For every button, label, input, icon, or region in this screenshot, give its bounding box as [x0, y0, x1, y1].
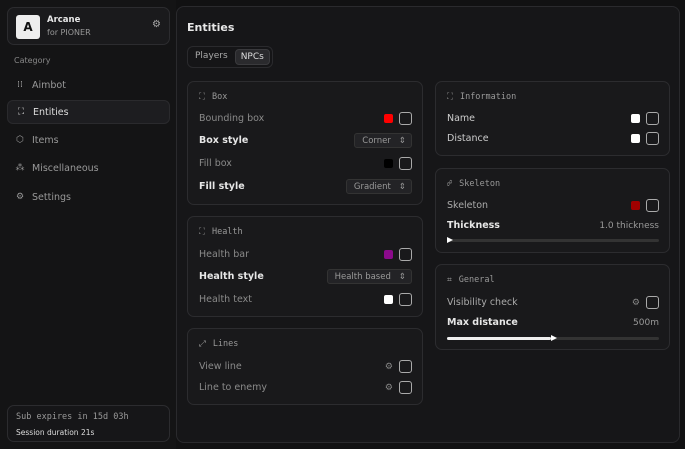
color-swatch[interactable]: [631, 134, 640, 143]
slider-thumb[interactable]: [550, 335, 557, 341]
color-swatch[interactable]: [631, 114, 640, 123]
line-icon: ⤢: [199, 339, 206, 349]
skeleton-card: ☍ Skeleton Skeleton Thickness 1.0 thicknes…: [435, 168, 670, 253]
card-title: Box: [211, 92, 228, 102]
box-card: ⛶ Box Bounding box Box style Corner ⇕ Fill …: [187, 81, 423, 205]
box-style-select[interactable]: Corner ⇕: [354, 133, 412, 148]
distance-label: Distance: [447, 133, 489, 144]
crosshair-icon: ⁞⁞: [17, 80, 23, 90]
name-label: Name: [447, 113, 476, 124]
nav-label: Settings: [32, 191, 71, 203]
tab-npcs[interactable]: NPCs: [234, 49, 270, 65]
color-swatch[interactable]: [384, 114, 393, 123]
line-to-enemy-checkbox[interactable]: [399, 381, 412, 394]
health-text-checkbox[interactable]: [399, 293, 412, 306]
tab-players[interactable]: Players: [195, 51, 228, 61]
card-title: Skeleton: [459, 179, 501, 189]
gear-icon: ⚙: [15, 192, 25, 202]
gear-icon[interactable]: ⚙: [384, 361, 393, 372]
nav-label: Miscellaneous: [32, 162, 99, 174]
bounding-box-label: Bounding box: [199, 113, 265, 124]
grid-icon: ⁂: [15, 163, 25, 173]
card-title: Health: [211, 227, 243, 237]
health-style-select[interactable]: Health based ⇕: [326, 269, 412, 284]
nav-label: Items: [32, 134, 59, 146]
health-card: ⛶ Health Health bar Health style Health ba…: [187, 216, 423, 317]
general-card: ⌗ General Visibility check ⚙ Max distance 5…: [435, 264, 670, 350]
health-bar-checkbox[interactable]: [399, 248, 412, 261]
health-style-label: Health style: [199, 271, 264, 282]
sidebar-item-items[interactable]: ⬡ Items: [7, 128, 170, 152]
session-duration: Session duration 21s: [16, 428, 95, 437]
page-title: Entities: [187, 21, 235, 34]
health-text-label: Health text: [199, 294, 252, 305]
line-to-enemy-label: Line to enemy: [199, 382, 267, 393]
box-style-label: Box style: [199, 135, 249, 146]
skeleton-icon: ☍: [447, 179, 453, 189]
box-icon: ⬡: [16, 135, 24, 145]
nav-label: Aimbot: [32, 79, 66, 91]
fill-box-checkbox[interactable]: [399, 157, 412, 170]
color-swatch[interactable]: [384, 159, 393, 168]
slider-thumb[interactable]: [447, 237, 453, 243]
lines-card: ⤢ Lines View line ⚙ Line to enemy ⚙: [187, 328, 423, 405]
fill-style-label: Fill style: [199, 181, 245, 192]
thickness-value: 1.0 thickness: [599, 220, 659, 231]
card-title: Lines: [212, 339, 239, 349]
select-value: Corner: [362, 135, 391, 146]
fill-style-select[interactable]: Gradient ⇕: [345, 179, 412, 194]
color-swatch[interactable]: [384, 250, 393, 259]
sidebar-item-miscellaneous[interactable]: ⁂ Miscellaneous: [7, 156, 170, 180]
chip-icon: ⌗: [447, 275, 452, 285]
select-value: Gradient: [353, 181, 391, 192]
info-icon: ⛶: [447, 92, 453, 102]
view-line-label: View line: [199, 361, 242, 372]
skeleton-checkbox[interactable]: [646, 199, 659, 212]
tabs: Players NPCs: [187, 46, 273, 68]
nav-label: Entities: [33, 106, 69, 118]
bounding-box-checkbox[interactable]: [399, 112, 412, 125]
color-swatch[interactable]: [384, 295, 393, 304]
max-distance-label: Max distance: [447, 317, 518, 328]
fill-box-label: Fill box: [199, 158, 232, 169]
box-icon: ⛶: [199, 92, 205, 102]
gear-icon[interactable]: ⚙: [384, 382, 393, 393]
sub-expiry: Sub expires in 15d 03h: [16, 412, 129, 422]
subscription-card: Sub expires in 15d 03h Session duration …: [7, 405, 170, 442]
thickness-label: Thickness: [447, 220, 500, 231]
app-header: A Arcane for PIONER ⚙: [7, 7, 170, 45]
health-icon: ⛶: [199, 227, 205, 237]
select-value: Health based: [334, 271, 391, 282]
thickness-slider[interactable]: [447, 237, 659, 243]
sidebar-item-aimbot[interactable]: ⁞⁞ Aimbot: [7, 73, 170, 97]
max-distance-slider[interactable]: [447, 335, 659, 341]
app-subtitle: for PIONER: [47, 28, 91, 37]
chevron-updown-icon: ⇕: [398, 135, 406, 146]
app-logo: A: [16, 15, 40, 39]
skeleton-label: Skeleton: [447, 200, 489, 211]
visibility-check-label: Visibility check: [447, 297, 518, 308]
card-title: General: [458, 275, 495, 285]
gear-icon[interactable]: ⚙: [631, 297, 640, 308]
app-settings-icon[interactable]: ⚙: [152, 19, 161, 30]
view-line-checkbox[interactable]: [399, 360, 412, 373]
category-label: Category: [14, 56, 51, 65]
chevron-updown-icon: ⇕: [398, 271, 406, 282]
information-card: ⛶ Information Name Distance: [435, 81, 670, 156]
sidebar-item-settings[interactable]: ⚙ Settings: [7, 185, 170, 209]
max-distance-value: 500m: [633, 317, 659, 328]
sidebar-item-entities[interactable]: ⛶ Entities: [7, 100, 170, 124]
distance-checkbox[interactable]: [646, 132, 659, 145]
health-bar-label: Health bar: [199, 249, 249, 260]
color-swatch[interactable]: [631, 201, 640, 210]
entities-icon: ⛶: [17, 107, 25, 117]
visibility-check-checkbox[interactable]: [646, 296, 659, 309]
slider-fill: [447, 337, 551, 340]
card-title: Information: [459, 92, 517, 102]
app-name: Arcane: [47, 15, 81, 25]
name-checkbox[interactable]: [646, 112, 659, 125]
chevron-updown-icon: ⇕: [398, 181, 406, 192]
sidebar: A Arcane for PIONER ⚙ Category ⁞⁞ Aimbot …: [0, 0, 176, 449]
